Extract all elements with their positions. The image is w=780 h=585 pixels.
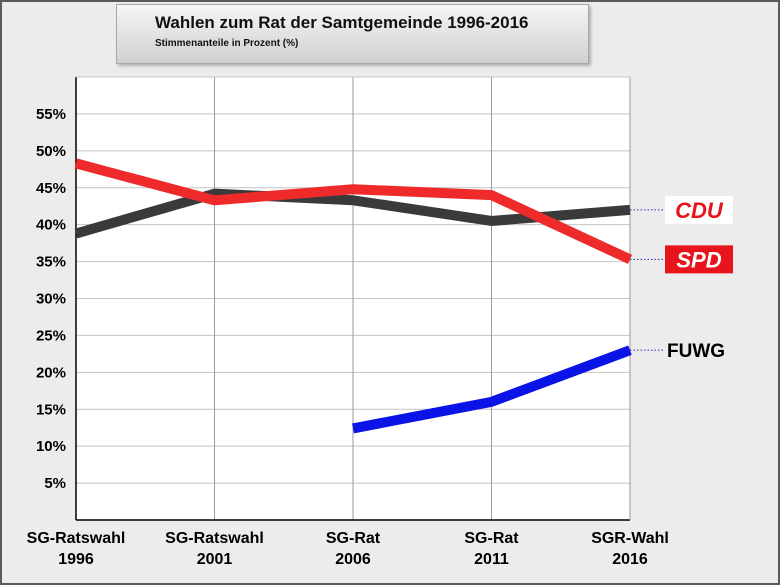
party-label-box (665, 195, 733, 224)
y-tick-label: 45% (36, 180, 66, 197)
x-tick-label: SG-Ratswahl (27, 530, 126, 547)
y-tick-label: 15% (36, 401, 66, 418)
y-tick-label: 40% (36, 217, 66, 234)
x-tick-label: SG-Rat (464, 530, 519, 547)
x-tick-label: SG-Ratswahl (165, 530, 264, 547)
x-tick-label: SG-Rat (326, 530, 381, 547)
x-tick-label: 2001 (197, 551, 233, 568)
y-tick-label: 35% (36, 254, 66, 271)
series-line-fuwg (352, 345, 632, 434)
chart-title: Wahlen zum Rat der Samtgemeinde 1996-201… (155, 13, 529, 32)
y-tick-label: 30% (36, 291, 66, 308)
chart-subtitle: Stimmenanteile in Prozent (%) (155, 38, 299, 49)
party-label-box (665, 245, 733, 274)
series-label-spd: SPD (676, 247, 721, 272)
series-line-spd (74, 158, 633, 264)
x-tick-label: SGR-Wahl (591, 530, 669, 547)
title-box: Wahlen zum Rat der Samtgemeinde 1996-201… (116, 4, 589, 64)
series-label-cdu: CDU (675, 198, 724, 223)
y-tick-label: 5% (44, 475, 66, 492)
y-tick-label: 50% (36, 143, 66, 160)
y-tick-label: 55% (36, 106, 66, 123)
y-tick-label: 25% (36, 327, 66, 344)
x-tick-label: 2016 (612, 551, 648, 568)
x-tick-label: 2006 (335, 551, 371, 568)
series-label-fuwg: FUWG (667, 341, 725, 362)
x-tick-label: 1996 (58, 551, 94, 568)
y-tick-label: 20% (36, 364, 66, 381)
x-tick-label: 2011 (474, 551, 509, 568)
y-tick-label: 10% (36, 438, 66, 455)
